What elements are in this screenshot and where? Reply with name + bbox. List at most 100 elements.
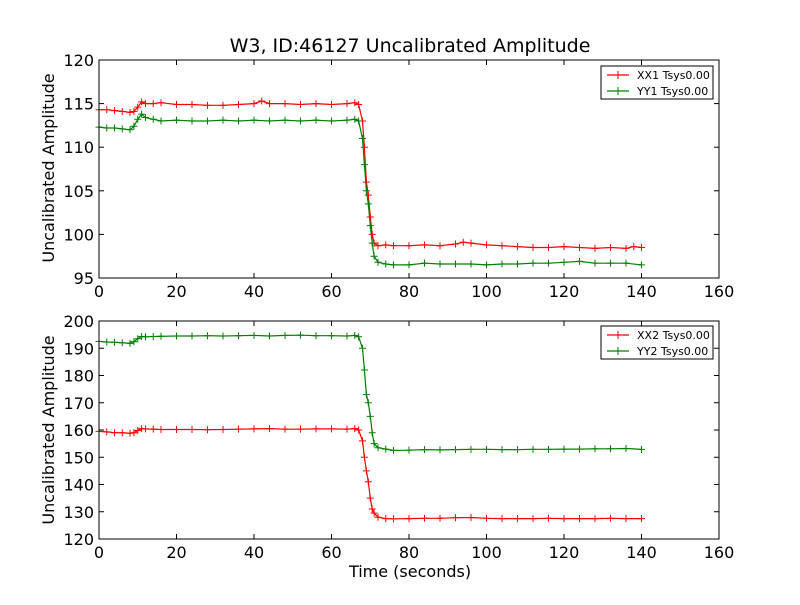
top-series-2-point [328,117,335,125]
top-series-1-point [483,241,490,249]
top-series-2-point [219,116,227,124]
bottom-series-1-point [297,425,304,433]
bottom-x-axis-label: Time (seconds) [348,562,471,581]
top-series-1-point [219,101,227,109]
bottom-series-2-point [351,331,359,339]
top-series-2-point [405,261,413,269]
top-series-2-point [368,239,376,247]
bottom-series-1-point [157,425,165,433]
top-series-2-point [529,259,537,267]
top-series-1-point [126,108,134,116]
top-series-1-point [138,98,146,106]
top-series-1-point [607,243,614,251]
top-x-tick-label: 80 [399,282,419,301]
bottom-x-tick-label: 160 [704,543,735,562]
bottom-x-tick-label: 140 [626,543,657,562]
bottom-y-tick-label: 130 [63,503,94,522]
top-series-1-point [421,241,428,249]
bottom-series-1-point [103,428,111,436]
top-series-2-point [204,117,211,125]
top-series-1-point [142,100,149,108]
top-series-1-point [118,107,126,115]
bottom-series-1-point [204,426,211,434]
bottom-series-2-point [514,446,521,454]
top-series-1-point [188,100,196,108]
bottom-series-1-point [390,515,397,523]
top-series-1-point [281,100,289,108]
top-series-1-point [343,100,351,108]
top-y-tick-label: 100 [63,225,94,244]
bottom-series-2-point [452,446,459,454]
bottom-series-2-point [467,445,475,453]
top-series-2-point [390,261,397,269]
top-series-2-point [362,187,370,195]
bottom-series-1-point [250,425,258,433]
top-series-1-point [638,243,645,251]
top-x-tick-label: 100 [471,282,502,301]
top-series-2-point [622,259,630,267]
bottom-y-tick-label: 170 [63,394,94,413]
bottom-series-1-point [328,425,335,433]
bottom-y-tick-label: 120 [63,530,94,549]
top-series-1-point [545,243,552,251]
top-series-2-point [281,116,289,124]
top-series-1-point [514,243,521,251]
bottom-series-2-point [545,445,552,453]
top-series-1-point [436,242,444,250]
bottom-series-1-point [364,478,372,486]
top-series-2-point [452,260,459,268]
top-series-2-point [370,252,378,260]
bottom-series-2-point [118,339,126,347]
bottom-series-1-point [514,515,521,523]
bottom-series-2-point [111,338,118,346]
bottom-series-2-point [173,332,180,340]
top-series-1-point [591,244,599,252]
bottom-series-1-point [421,514,428,522]
bottom-series-1-point [467,513,475,521]
chart-title: W3, ID:46127 Uncalibrated Amplitude [230,35,591,57]
bottom-series-1-point [382,515,390,523]
bottom-series-2-point [529,445,537,453]
bottom-series-1-point [368,505,376,513]
bottom-series-2-point [355,333,363,341]
bottom-series-2-point [188,332,196,340]
top-series-1-point [297,100,304,108]
bottom-series-1-point [111,429,118,437]
top-series-1-point [250,100,258,108]
bottom-x-tick-label: 40 [244,543,264,562]
top-series-2-line [98,113,642,266]
bottom-series-1-point [266,425,273,433]
top-series-1-point [258,97,266,105]
top-series-1-point [459,238,467,246]
bottom-x-tick-label: 100 [471,543,502,562]
bottom-series-1 [95,425,645,523]
top-series-2-point [103,124,111,132]
bottom-series-2-point [607,445,614,453]
top-legend: XX1 Tsys0.00 YY1 Tsys0.00 [600,65,714,100]
bottom-x-tick-label: 0 [94,543,104,562]
top-series-1-point [149,100,157,108]
bottom-series-2-point [130,338,138,346]
bottom-legend-label: XX2 Tsys0.00 [637,329,710,342]
bottom-legend-marker [614,331,622,339]
bottom-series-1-point [370,509,378,517]
top-series-2-point [351,115,359,123]
bottom-y-tick-label: 160 [63,421,94,440]
top-series-1-point [266,100,273,108]
top-series-2-point [130,122,138,130]
top-series-2-point [138,110,146,118]
bottom-x-tick-label: 20 [166,543,186,562]
bottom-y-tick-label: 180 [63,367,94,386]
bottom-legend: XX2 Tsys0.00 YY2 Tsys0.00 [600,325,714,360]
bottom-series-1-point [130,429,138,437]
bottom-series-2-point [235,332,242,340]
top-series-2-point [118,125,126,133]
bottom-series-1-point [529,515,537,523]
top-y-axis-label: Uncalibrated Amplitude [39,73,58,262]
bottom-series-1-point [235,425,242,433]
bottom-series-1-point [366,494,374,502]
top-legend-marker [614,71,622,79]
top-series-2-point [343,116,351,124]
top-series-1-point [204,101,211,109]
bottom-series-2-point [368,429,376,437]
